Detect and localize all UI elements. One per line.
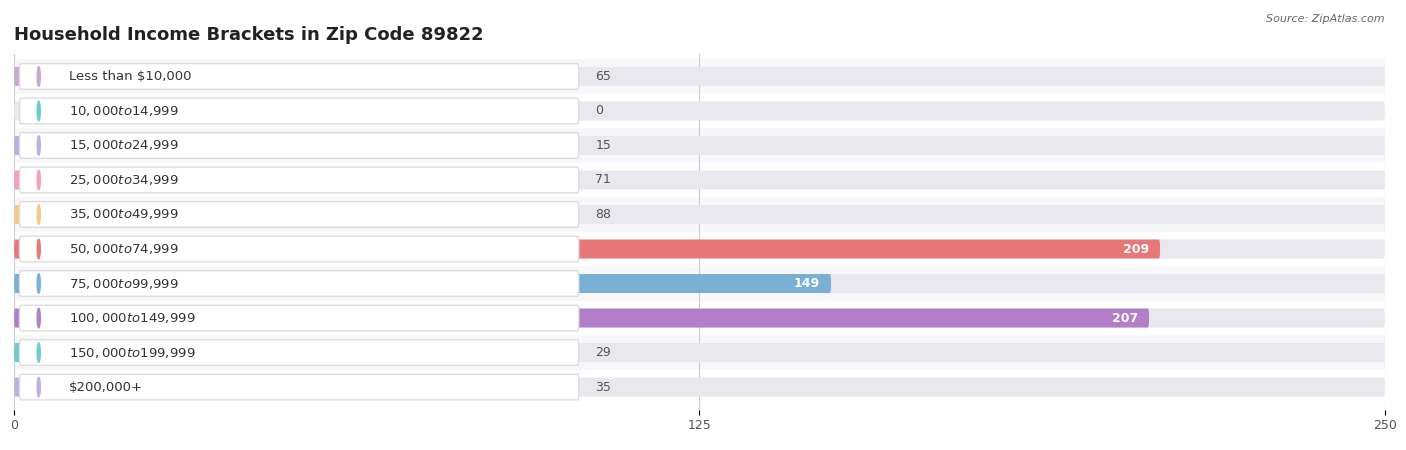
Text: 88: 88 (595, 208, 612, 221)
FancyBboxPatch shape (3, 197, 1396, 232)
FancyBboxPatch shape (3, 266, 1396, 301)
Text: $35,000 to $49,999: $35,000 to $49,999 (69, 207, 179, 221)
FancyBboxPatch shape (14, 67, 371, 86)
FancyBboxPatch shape (20, 374, 579, 400)
Text: 65: 65 (595, 70, 612, 83)
FancyBboxPatch shape (3, 335, 1396, 370)
FancyBboxPatch shape (14, 343, 173, 362)
FancyBboxPatch shape (20, 133, 579, 158)
FancyBboxPatch shape (14, 205, 496, 224)
FancyBboxPatch shape (20, 236, 579, 262)
Circle shape (37, 343, 41, 362)
Text: 15: 15 (595, 139, 612, 152)
Circle shape (37, 101, 41, 121)
Text: 71: 71 (595, 174, 612, 186)
FancyBboxPatch shape (3, 370, 1396, 404)
Text: $50,000 to $74,999: $50,000 to $74,999 (69, 242, 179, 256)
FancyBboxPatch shape (3, 128, 1396, 163)
FancyBboxPatch shape (14, 309, 1385, 328)
FancyBboxPatch shape (3, 59, 1396, 94)
FancyBboxPatch shape (14, 239, 1160, 258)
Circle shape (37, 170, 41, 190)
FancyBboxPatch shape (3, 163, 1396, 197)
Text: $150,000 to $199,999: $150,000 to $199,999 (69, 346, 195, 360)
Circle shape (37, 205, 41, 224)
Text: 35: 35 (595, 381, 612, 394)
FancyBboxPatch shape (14, 136, 1385, 155)
Circle shape (37, 136, 41, 155)
Text: $15,000 to $24,999: $15,000 to $24,999 (69, 139, 179, 153)
FancyBboxPatch shape (14, 378, 207, 396)
FancyBboxPatch shape (3, 301, 1396, 335)
FancyBboxPatch shape (14, 343, 1385, 362)
Circle shape (37, 308, 41, 328)
FancyBboxPatch shape (14, 101, 1385, 121)
Text: 207: 207 (1112, 311, 1139, 324)
Text: Household Income Brackets in Zip Code 89822: Household Income Brackets in Zip Code 89… (14, 26, 484, 44)
Text: $100,000 to $149,999: $100,000 to $149,999 (69, 311, 195, 325)
FancyBboxPatch shape (14, 378, 1385, 396)
FancyBboxPatch shape (14, 205, 1385, 224)
Text: Less than $10,000: Less than $10,000 (69, 70, 191, 83)
FancyBboxPatch shape (20, 202, 579, 227)
FancyBboxPatch shape (20, 271, 579, 297)
Text: 209: 209 (1123, 243, 1149, 256)
FancyBboxPatch shape (3, 94, 1396, 128)
FancyBboxPatch shape (20, 167, 579, 193)
Text: 0: 0 (595, 104, 603, 117)
Text: 149: 149 (794, 277, 820, 290)
Text: 29: 29 (595, 346, 612, 359)
FancyBboxPatch shape (20, 305, 579, 331)
Circle shape (37, 378, 41, 397)
Text: $75,000 to $99,999: $75,000 to $99,999 (69, 276, 179, 291)
FancyBboxPatch shape (14, 171, 1385, 189)
FancyBboxPatch shape (3, 232, 1396, 266)
FancyBboxPatch shape (14, 274, 1385, 293)
FancyBboxPatch shape (20, 340, 579, 365)
FancyBboxPatch shape (14, 239, 1385, 258)
FancyBboxPatch shape (14, 309, 1149, 328)
Text: Source: ZipAtlas.com: Source: ZipAtlas.com (1267, 14, 1385, 23)
FancyBboxPatch shape (14, 136, 96, 155)
Circle shape (37, 67, 41, 86)
FancyBboxPatch shape (14, 171, 404, 189)
Text: $200,000+: $200,000+ (69, 381, 143, 394)
Circle shape (37, 274, 41, 293)
FancyBboxPatch shape (14, 274, 831, 293)
Text: $25,000 to $34,999: $25,000 to $34,999 (69, 173, 179, 187)
FancyBboxPatch shape (20, 98, 579, 124)
FancyBboxPatch shape (14, 67, 1385, 86)
Text: $10,000 to $14,999: $10,000 to $14,999 (69, 104, 179, 118)
FancyBboxPatch shape (20, 63, 579, 89)
Circle shape (37, 239, 41, 259)
